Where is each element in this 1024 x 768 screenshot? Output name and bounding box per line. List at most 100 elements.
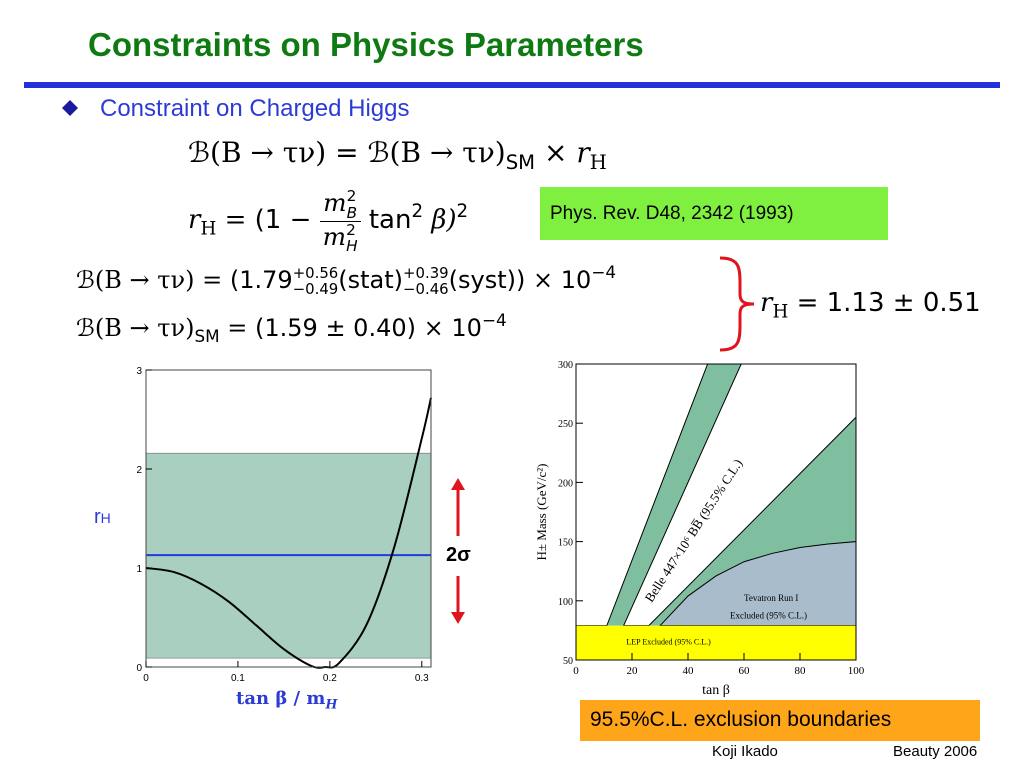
ten-exponent: −4 xyxy=(481,310,507,330)
ten-base: 10 xyxy=(451,314,482,343)
lep-region xyxy=(576,625,856,660)
tan-exponent: 2 xyxy=(411,201,424,223)
equals-sign: = xyxy=(227,314,248,343)
y-axis-label-main: r xyxy=(94,506,101,528)
equation-bf-sm-relation: ℬ(B → τν) = ℬ(B → τν)SM × rH xyxy=(188,136,607,174)
x-tick-label: 0 xyxy=(143,673,149,684)
x-tick-label: 60 xyxy=(739,665,751,677)
one-minus-text: (1 − xyxy=(254,205,312,236)
footer-author: Koji Ikado xyxy=(712,743,778,760)
bf-symbol: ℬ xyxy=(188,136,211,169)
stat-error-up: +0.56 xyxy=(292,263,339,282)
lep-excluded-label: LEP Excluded (95% C.L.) xyxy=(626,638,711,647)
mh-symbol: m xyxy=(322,221,347,251)
measured-value: (1.79 xyxy=(229,266,293,295)
two-sigma-label: 2σ xyxy=(446,544,471,566)
y-axis-label-sub: H xyxy=(100,510,111,526)
mh-subscript: H xyxy=(346,237,358,256)
syst-error-down: −0.46 xyxy=(403,279,449,298)
plot-frame xyxy=(145,369,432,668)
x-tick-label: 0.2 xyxy=(323,673,337,684)
y-tick-label: 0 xyxy=(136,663,142,674)
rh-symbol: r xyxy=(576,136,590,169)
y-tick-label: 150 xyxy=(558,538,573,549)
syst-label: (syst)) xyxy=(448,266,526,295)
y-axis-label: H± Mass (GeV/c²) xyxy=(534,464,549,561)
syst-error-up: +0.39 xyxy=(403,263,449,282)
x-tick-label: 100 xyxy=(848,665,865,677)
equals-sign: = xyxy=(335,136,359,169)
x-axis-label-main: tan β / m xyxy=(236,688,326,709)
x-tick-label: 0.1 xyxy=(231,673,245,684)
reference-text: Phys. Rev. D48, 2342 (1993) xyxy=(550,203,794,224)
process-text: (B → τν) xyxy=(94,266,195,295)
times-sign: × xyxy=(533,266,554,295)
bf-symbol: ℬ xyxy=(367,136,390,169)
ten-base: 10 xyxy=(560,266,592,295)
mb-exponent: 2 xyxy=(346,187,357,206)
rh-symbol: r xyxy=(760,288,773,318)
slide-title: Constraints on Physics Parameters xyxy=(88,26,644,63)
y-tick-label: 50 xyxy=(563,656,573,667)
tevatron-label: Tevatron Run I xyxy=(744,593,798,603)
process-text: (B → τν) xyxy=(94,314,195,343)
times-sign: × xyxy=(543,136,568,169)
title-rule xyxy=(24,82,1000,88)
y-tick-label: 1 xyxy=(136,564,142,575)
curly-brace-icon xyxy=(719,256,755,352)
rh-vs-tanbeta-chart: 0 0.1 0.2 0.3 0 1 2 3 xyxy=(136,366,432,684)
stat-label: (stat) xyxy=(338,266,404,295)
tan-text: tan xyxy=(368,205,412,236)
exclusion-note-text: 95.5%C.L. exclusion boundaries xyxy=(590,708,892,731)
bf-symbol: ℬ xyxy=(76,314,95,343)
x-tick-label: 40 xyxy=(683,665,695,677)
two-sigma-arrow-icon xyxy=(451,478,465,624)
equals-sign: = xyxy=(224,205,247,236)
x-axis-label: tan β xyxy=(702,683,730,698)
x-axis-label-sub: H xyxy=(325,696,338,712)
ten-exponent: −4 xyxy=(591,262,617,282)
rh-result-value: = 1.13 ± 0.51 xyxy=(796,288,981,318)
process-text: (B → τν) xyxy=(389,136,506,169)
equation-sm-prediction: ℬ(B → τν)SM = (1.59 ± 0.40) × 10−4 xyxy=(76,310,507,346)
sm-subscript: SM xyxy=(194,325,220,346)
stat-error-down: −0.49 xyxy=(292,279,339,298)
diamond-bullet-icon xyxy=(62,100,78,116)
process-text: (B → τν) xyxy=(210,136,327,169)
sm-value: (1.59 ± 0.40) xyxy=(255,314,416,343)
x-tick-label: 0.3 xyxy=(415,673,429,684)
mb-symbol: m xyxy=(323,188,347,217)
tevatron-excluded-label: Excluded (95% C.L.) xyxy=(730,611,807,621)
footer-event: Beauty 2006 xyxy=(893,743,978,760)
rh-subscript: H xyxy=(772,301,789,323)
x-axis-label: tan β / mH xyxy=(236,688,337,712)
mh-exponent: 2 xyxy=(346,221,356,239)
x-tick-label: 80 xyxy=(795,665,807,677)
y-tick-label: 200 xyxy=(558,478,573,489)
rh-result: rH = 1.13 ± 0.51 xyxy=(760,288,981,322)
plot-frame xyxy=(575,363,857,661)
charged-higgs-exclusion-chart: 0 20 40 60 80 100 50 100 150 200 250 300 LEP Exclud… xyxy=(534,360,865,698)
x-tick-label: 20 xyxy=(627,665,639,677)
times-sign: × xyxy=(423,314,444,343)
paren-exponent: 2 xyxy=(456,201,469,223)
bf-symbol: ℬ xyxy=(76,266,95,295)
mb-subscript: B xyxy=(346,203,358,222)
equation-measurement: ℬ(B → τν) = (1.79 +0.56 −0.49 (stat) +0.39 −0… xyxy=(76,262,616,297)
y-tick-label: 300 xyxy=(558,360,573,371)
x-tick-label: 0 xyxy=(573,665,579,677)
y-tick-label: 2 xyxy=(136,465,142,476)
exclusion-note-box: 95.5%C.L. exclusion boundaries xyxy=(580,700,980,741)
rh-subscript: H xyxy=(589,150,607,174)
rh-subscript: H xyxy=(200,218,217,240)
y-tick-label: 3 xyxy=(136,366,142,377)
bullet-text: Constraint on Charged Higgs xyxy=(100,95,410,122)
equals-sign: = xyxy=(202,266,223,295)
y-tick-label: 250 xyxy=(558,419,573,430)
y-tick-label: 100 xyxy=(558,597,573,608)
y-axis-label: rH xyxy=(94,506,111,529)
reference-box: Phys. Rev. D48, 2342 (1993) xyxy=(540,187,888,240)
sm-subscript: SM xyxy=(505,150,536,174)
